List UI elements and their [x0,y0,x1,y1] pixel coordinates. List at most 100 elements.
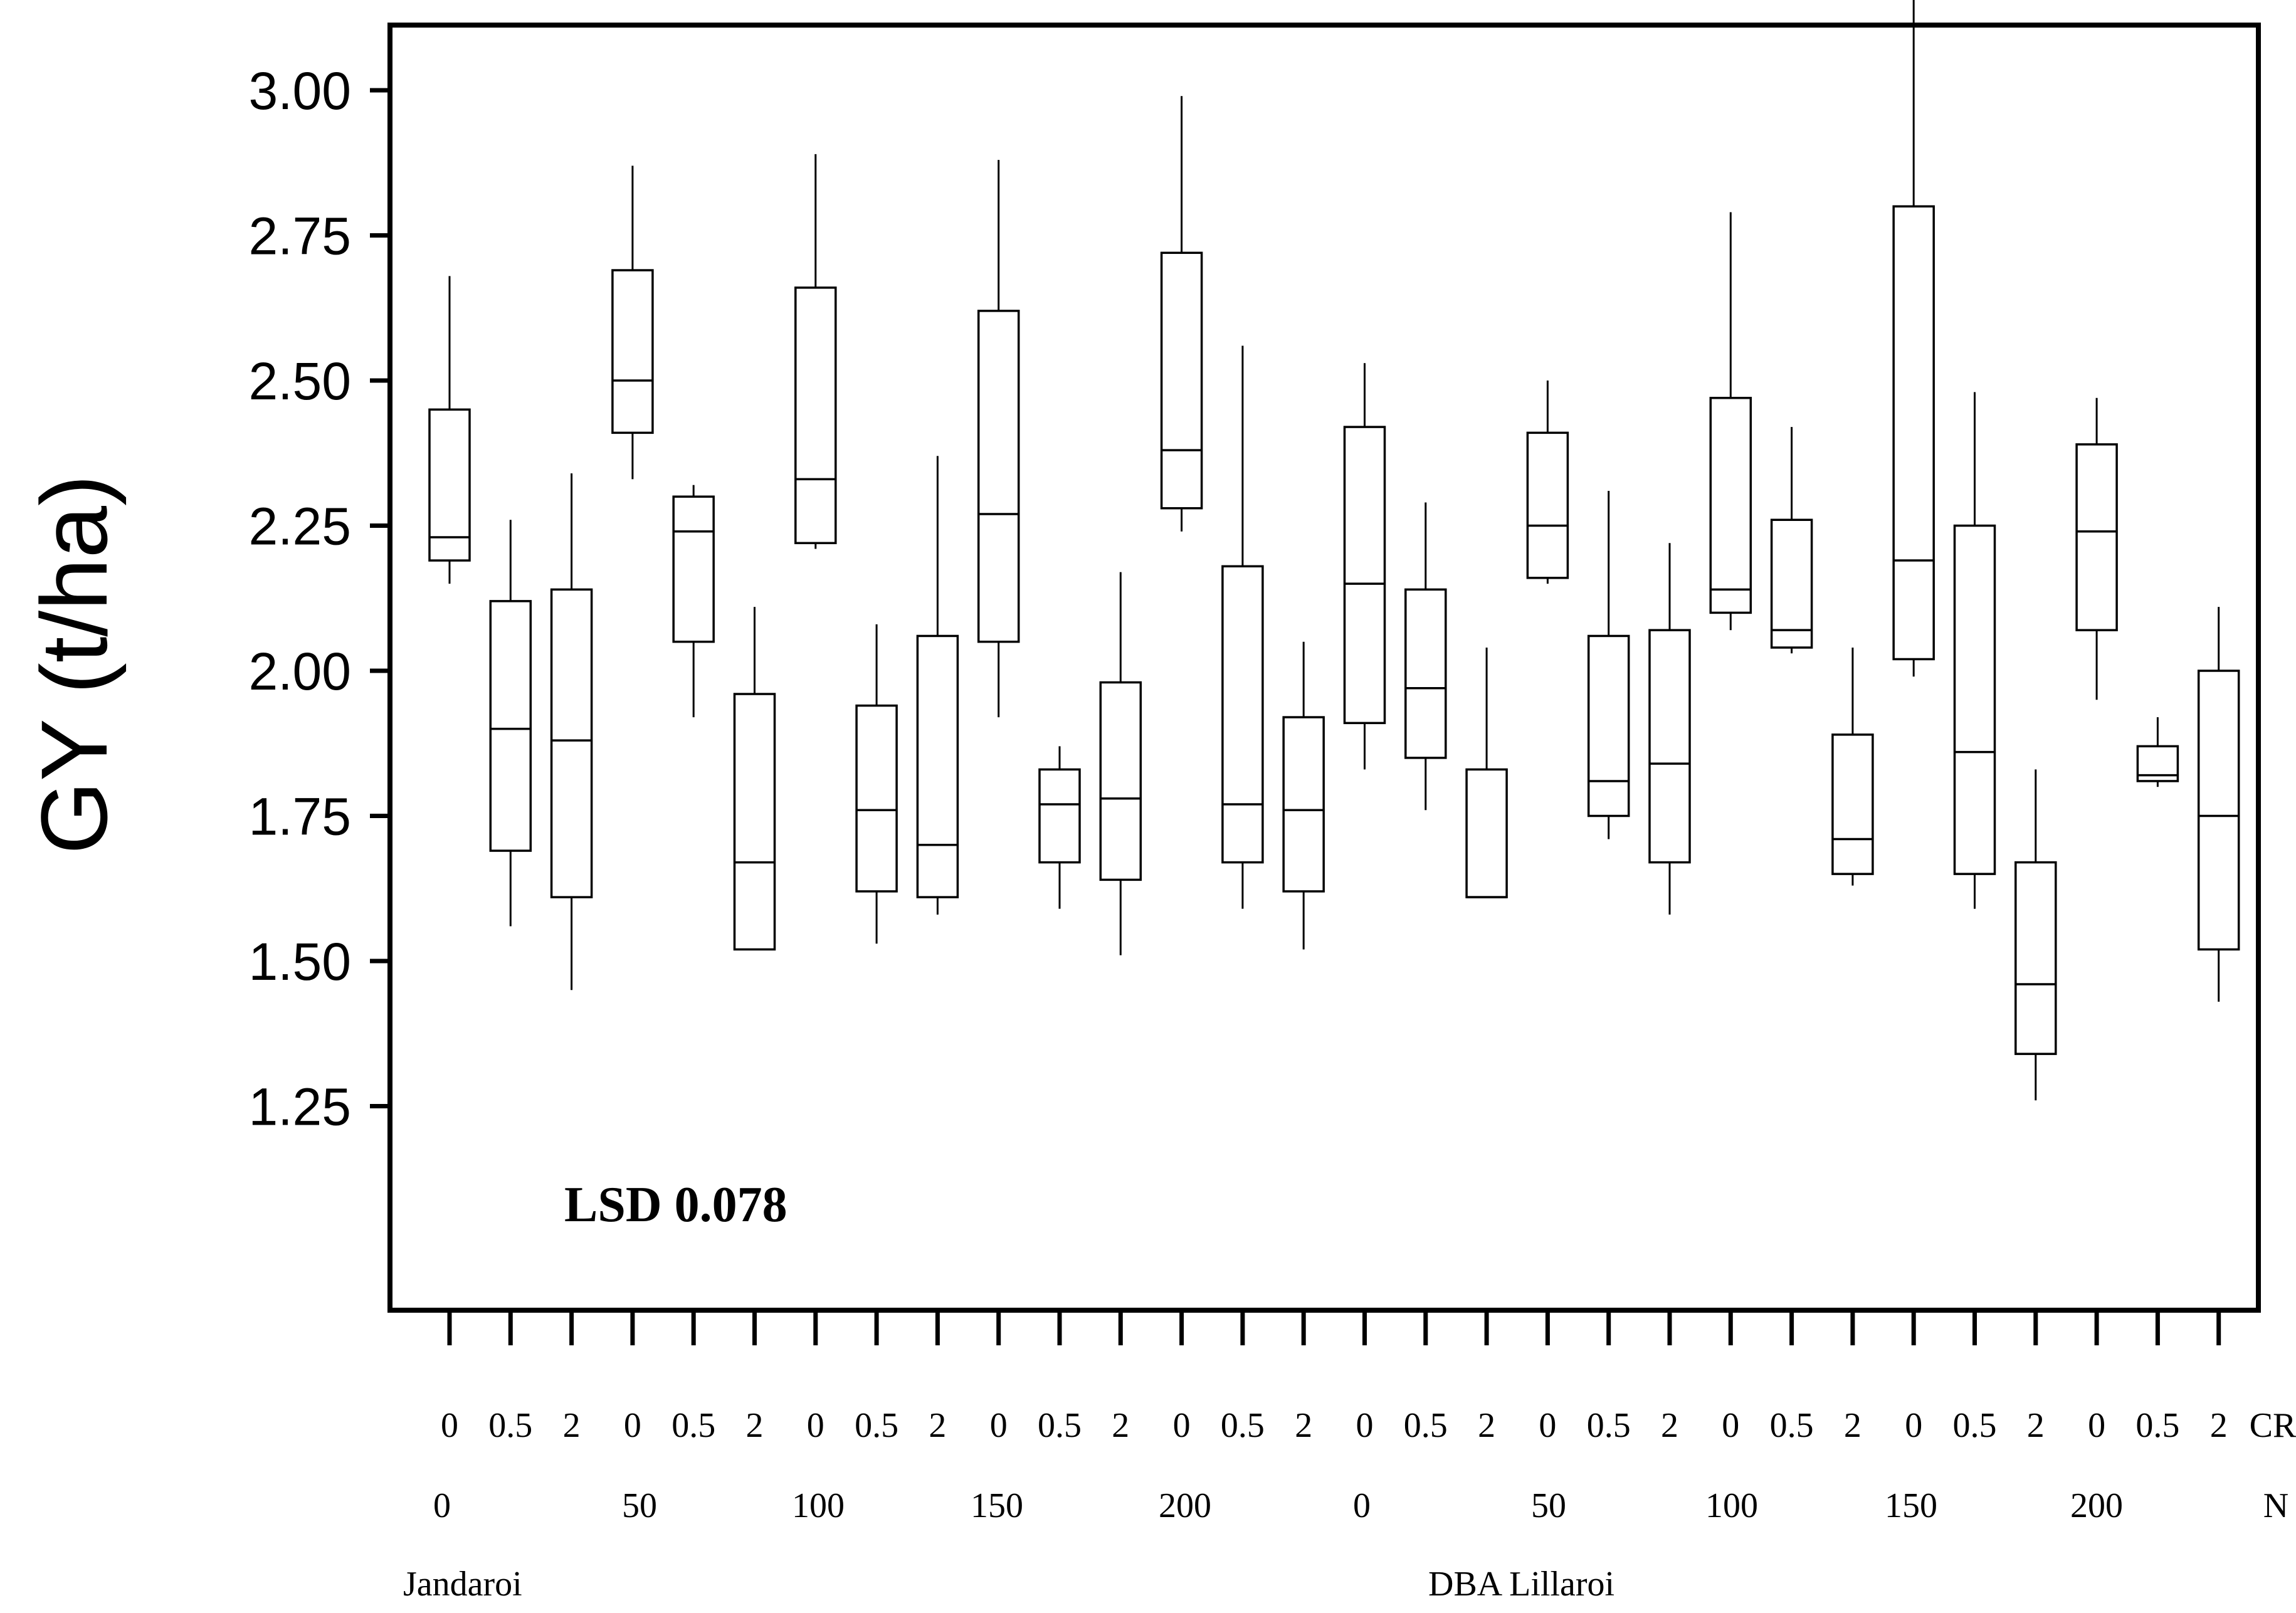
box-16 [1343,363,1386,770]
cr-value-label: 2 [746,1406,764,1445]
box-iqr [977,310,1020,643]
box-iqr [1221,565,1264,864]
cr-value-label: 0.5 [1953,1406,1997,1445]
box-18 [1465,647,1508,898]
box-iqr [1892,205,1935,661]
site-label-row: Jandaroi DBA Lillaroi [403,1565,1614,1604]
box-iqr [1038,768,1081,864]
box-27 [2014,769,2057,1101]
n-value-label: 150 [971,1486,1023,1525]
cr-value-label: 0 [441,1406,458,1445]
y-tick-label: 2.00 [249,642,352,701]
box-iqr [1404,588,1447,759]
box-iqr [855,704,898,893]
box-iqr [2197,670,2240,951]
cr-row-title: CR [2250,1406,2296,1445]
box-10 [977,160,1020,718]
n-value-label: 0 [1353,1486,1371,1525]
box-iqr [1099,681,1142,881]
box-iqr [1770,518,1813,649]
box-iqr [550,588,593,898]
cr-value-label: 0 [1173,1406,1191,1445]
cr-value-label: 0.5 [1587,1406,1631,1445]
y-tick-label: 2.50 [249,352,352,411]
box-iqr [1587,634,1630,817]
n-value-label: 50 [1531,1486,1566,1525]
cr-value-label: 0 [1905,1406,1922,1445]
cr-value-label: 2 [2027,1406,2045,1445]
y-axis-label: GY (t/ha) [21,475,127,854]
box-iqr [672,495,715,643]
cr-value-label: 2 [1844,1406,1862,1445]
box-26 [1953,392,1996,909]
cr-value-label: 2 [563,1406,581,1445]
box-1 [428,276,471,584]
cr-value-label: 0 [1722,1406,1739,1445]
y-tick-label: 3.00 [249,61,352,120]
cr-value-label: 0.5 [855,1406,898,1445]
n-value-label: 50 [622,1486,657,1525]
site-label: DBA Lillaroi [1428,1565,1614,1604]
box-11 [1038,746,1081,909]
cr-value-label: 2 [929,1406,946,1445]
box-iqr [1526,431,1569,579]
box-iqr [2136,745,2179,782]
box-20 [1587,490,1630,839]
box-29 [2136,717,2179,787]
cr-value-label: 2 [1478,1406,1495,1445]
box-24 [1831,647,1874,886]
cr-value-label: 0.5 [1770,1406,1814,1445]
y-axis: 1.251.501.752.002.252.502.753.003.25 [249,61,390,1137]
n-label-row: 0 50 100 150 200 0 50 100 150 200 N [433,1486,2288,1525]
box-iqr [2075,443,2118,631]
boxes-group [428,0,2240,1101]
box-iqr [2014,861,2057,1055]
cr-value-label: 0 [1539,1406,1556,1445]
box-iqr [489,600,532,852]
cr-value-label: 2 [1295,1406,1312,1445]
x-ticks [447,1310,2221,1345]
box-14 [1221,345,1264,909]
cr-value-label: 0.5 [488,1406,532,1445]
cr-value-label: 2 [2210,1406,2228,1445]
cr-value-label: 0 [807,1406,824,1445]
box-28 [2075,397,2118,700]
cr-value-label: 0.5 [1404,1406,1448,1445]
box-iqr [1648,629,1691,864]
box-25 [1892,0,1935,677]
n-value-label: 200 [2070,1486,2123,1525]
box-iqr [1343,426,1386,725]
box-iqr [611,269,654,434]
box-iqr [1282,716,1325,893]
n-value-label: 200 [1159,1486,1211,1525]
cr-value-label: 0 [624,1406,641,1445]
box-iqr [1953,524,1996,875]
lsd-annotation: LSD 0.078 [564,1177,787,1232]
box-8 [855,624,898,944]
cr-value-label: 0.5 [1221,1406,1265,1445]
cr-value-label: 0.5 [671,1406,715,1445]
y-tick-label: 1.50 [249,932,352,991]
cr-value-label: 0 [2088,1406,2105,1445]
box-iqr [733,693,776,951]
box-iqr [1831,733,1874,875]
n-value-label: 0 [433,1486,451,1525]
y-tick-label: 1.75 [249,787,352,846]
box-17 [1404,502,1447,811]
site-label: Jandaroi [403,1565,522,1604]
n-row-title: N [2263,1486,2288,1525]
plot-area-frame [387,23,2261,1313]
cr-label-row: 0 0.5 2 0 0.5 2 0 0.5 2 0 0.5 2 0 0.5 2 0 0.5 2 0 0.5 2 0 0.5 2… [441,1406,2296,1445]
box-7 [794,154,837,549]
n-value-label: 150 [1885,1486,1937,1525]
n-value-label: 100 [1705,1486,1758,1525]
cr-value-label: 0 [1356,1406,1374,1445]
y-tick-label: 1.25 [249,1078,352,1137]
box-13 [1160,96,1203,532]
box-iqr [1160,251,1203,510]
box-6 [733,607,776,951]
box-iqr [794,286,837,545]
cr-value-label: 2 [1112,1406,1129,1445]
box-12 [1099,572,1142,955]
